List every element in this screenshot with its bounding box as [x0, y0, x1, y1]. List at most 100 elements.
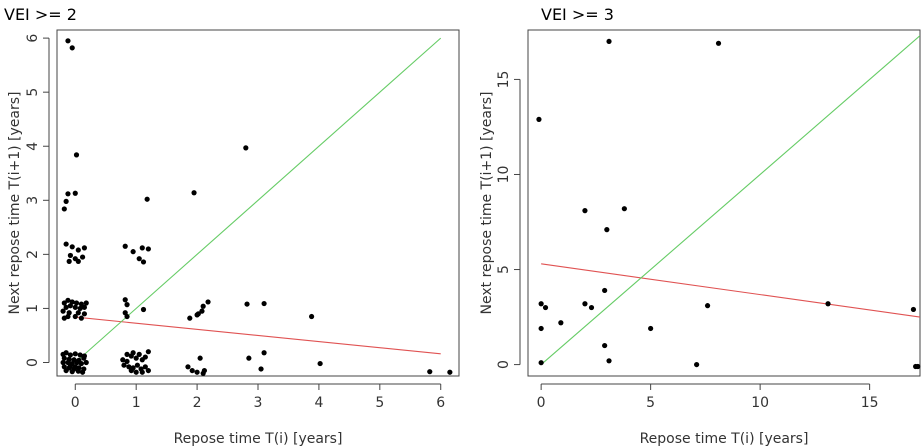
data-point — [75, 258, 81, 264]
data-point — [606, 38, 612, 45]
data-point — [825, 301, 831, 307]
data-point — [124, 302, 130, 308]
data-point — [244, 301, 250, 307]
data-point — [704, 303, 711, 309]
data-point — [130, 350, 136, 356]
data-point — [78, 360, 84, 367]
data-point — [63, 198, 69, 204]
data-point — [63, 304, 69, 310]
y-tick-label: 4 — [25, 142, 41, 151]
data-point — [122, 297, 128, 303]
data-point — [63, 350, 69, 356]
y-tick-label: 0 — [496, 360, 512, 369]
data-point — [83, 300, 89, 306]
data-point — [261, 300, 267, 307]
y-tick-label: 2 — [25, 250, 41, 259]
x-tick-label: 3 — [254, 395, 263, 411]
data-point — [915, 363, 921, 370]
data-point — [124, 358, 130, 365]
data-point — [136, 256, 142, 262]
identity-line — [74, 37, 442, 363]
data-point — [145, 349, 151, 355]
data-point — [67, 303, 73, 309]
data-point — [124, 351, 130, 357]
data-point — [187, 315, 193, 321]
data-point — [61, 315, 67, 321]
x-tick-label: 15 — [861, 395, 879, 411]
x-tick-label: 1 — [132, 395, 141, 411]
y-tick-label: 1 — [25, 304, 41, 313]
x-tick-label: 5 — [375, 395, 384, 411]
panel-1: VEI >= 2 0 1 2 3 4 5 6 0 1 2 3 4 5 6 Repose time T(i) [… — [4, 5, 460, 447]
data-point — [79, 369, 86, 375]
data-point — [78, 301, 84, 307]
data-point — [81, 245, 88, 251]
data-point — [694, 361, 700, 368]
data-point — [81, 355, 87, 361]
data-point — [72, 304, 78, 310]
data-point — [67, 352, 73, 358]
data-point — [144, 196, 150, 202]
data-point — [65, 38, 71, 44]
data-point — [73, 152, 80, 158]
data-point — [246, 355, 252, 361]
data-point — [63, 241, 69, 247]
data-point — [128, 367, 134, 374]
data-point — [67, 252, 73, 259]
y-tick-label: 6 — [25, 34, 41, 43]
y-tick-label: 10 — [496, 166, 512, 184]
data-point — [145, 246, 151, 252]
data-point — [140, 306, 147, 313]
x-tick-label: 0 — [71, 395, 80, 411]
data-point — [69, 369, 75, 375]
data-point — [133, 355, 139, 361]
data-point — [61, 300, 67, 306]
data-point — [139, 245, 145, 251]
data-point — [197, 355, 203, 361]
data-point — [75, 368, 81, 374]
data-point — [602, 287, 608, 294]
data-point — [604, 227, 610, 233]
data-point — [72, 351, 78, 357]
data-point — [72, 313, 78, 320]
data-point — [124, 313, 130, 320]
data-point — [205, 299, 211, 305]
data-point — [588, 304, 595, 311]
data-point — [602, 342, 608, 349]
data-point — [122, 243, 128, 249]
y-tick-label: 5 — [496, 265, 512, 274]
x-tick-label: 4 — [314, 395, 323, 411]
data-point — [582, 208, 588, 214]
data-point — [427, 369, 433, 375]
data-point — [194, 369, 200, 375]
data-point — [317, 360, 323, 367]
data-point — [126, 364, 132, 370]
data-point — [309, 313, 315, 320]
data-point — [65, 297, 71, 303]
data-point — [538, 325, 544, 332]
y-tick-label: 15 — [496, 71, 512, 89]
data-point — [136, 351, 142, 357]
data-point — [258, 366, 264, 372]
y-axis-label: Next repose time T(i+1) [years] — [479, 92, 495, 315]
data-point — [69, 244, 75, 250]
data-point — [536, 116, 542, 122]
y-tick-label: 0 — [25, 358, 41, 367]
data-point — [61, 206, 67, 212]
x-tick-label: 5 — [646, 395, 655, 411]
data-point — [81, 311, 88, 317]
data-point — [67, 363, 73, 369]
data-point — [75, 247, 81, 253]
data-point — [558, 320, 564, 326]
data-point — [79, 254, 86, 260]
data-point — [65, 191, 71, 197]
data-point — [120, 357, 126, 363]
data-point — [72, 190, 78, 196]
data-point — [81, 304, 88, 310]
data-point — [140, 259, 147, 265]
data-point — [189, 367, 195, 374]
data-point — [121, 362, 127, 368]
data-point — [261, 350, 267, 356]
data-point — [83, 359, 89, 366]
data-point — [715, 40, 722, 46]
